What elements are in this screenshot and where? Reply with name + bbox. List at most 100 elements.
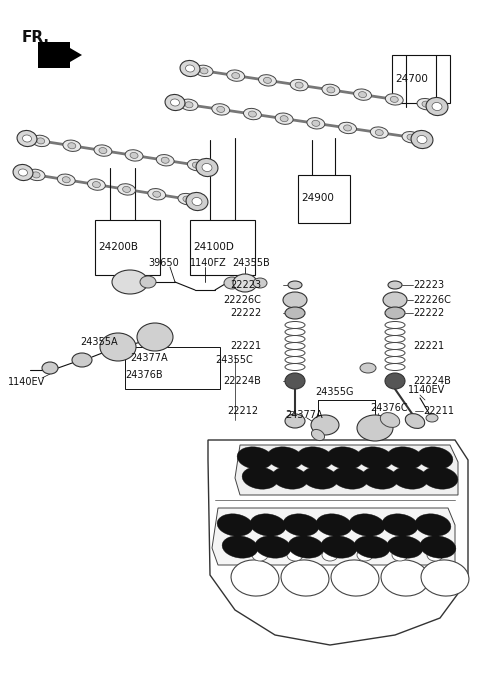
Ellipse shape bbox=[427, 549, 443, 561]
Ellipse shape bbox=[385, 373, 405, 389]
Ellipse shape bbox=[217, 514, 253, 536]
Text: 1140FZ: 1140FZ bbox=[190, 258, 227, 268]
Ellipse shape bbox=[359, 92, 367, 97]
Ellipse shape bbox=[297, 447, 333, 469]
Ellipse shape bbox=[255, 536, 291, 558]
Ellipse shape bbox=[375, 129, 383, 136]
Ellipse shape bbox=[421, 560, 469, 596]
Ellipse shape bbox=[327, 87, 335, 93]
Text: 22222: 22222 bbox=[230, 308, 261, 318]
Ellipse shape bbox=[285, 321, 305, 328]
Ellipse shape bbox=[187, 159, 205, 171]
Ellipse shape bbox=[327, 447, 363, 469]
Ellipse shape bbox=[264, 78, 271, 83]
Ellipse shape bbox=[287, 549, 303, 561]
Ellipse shape bbox=[186, 193, 208, 210]
Text: 22224B: 22224B bbox=[413, 376, 451, 386]
Text: 22226C: 22226C bbox=[413, 295, 451, 305]
Ellipse shape bbox=[285, 373, 305, 389]
Ellipse shape bbox=[180, 99, 198, 110]
Ellipse shape bbox=[312, 121, 320, 127]
Ellipse shape bbox=[32, 172, 40, 178]
Ellipse shape bbox=[390, 97, 398, 102]
Polygon shape bbox=[208, 440, 468, 645]
Ellipse shape bbox=[13, 164, 33, 180]
Ellipse shape bbox=[392, 549, 408, 561]
Ellipse shape bbox=[249, 111, 256, 117]
Ellipse shape bbox=[285, 356, 305, 364]
Ellipse shape bbox=[99, 148, 107, 154]
Ellipse shape bbox=[36, 138, 45, 144]
Text: 24355G: 24355G bbox=[315, 387, 353, 397]
Ellipse shape bbox=[426, 97, 448, 116]
Ellipse shape bbox=[183, 196, 191, 202]
Ellipse shape bbox=[417, 136, 427, 144]
Ellipse shape bbox=[383, 292, 407, 308]
Text: 24377A: 24377A bbox=[130, 353, 168, 363]
Ellipse shape bbox=[420, 536, 456, 558]
Ellipse shape bbox=[422, 466, 458, 489]
Ellipse shape bbox=[195, 65, 213, 76]
Ellipse shape bbox=[233, 274, 257, 292]
Ellipse shape bbox=[62, 176, 70, 183]
Ellipse shape bbox=[354, 536, 390, 558]
Ellipse shape bbox=[432, 102, 442, 110]
Ellipse shape bbox=[125, 150, 143, 161]
Text: 24376C: 24376C bbox=[370, 403, 408, 413]
Ellipse shape bbox=[357, 447, 393, 469]
Ellipse shape bbox=[338, 123, 357, 133]
Ellipse shape bbox=[17, 131, 37, 146]
Ellipse shape bbox=[415, 514, 451, 536]
Ellipse shape bbox=[275, 113, 293, 125]
Ellipse shape bbox=[285, 349, 305, 356]
Ellipse shape bbox=[322, 84, 340, 95]
Ellipse shape bbox=[283, 514, 319, 536]
Text: 22221: 22221 bbox=[230, 341, 261, 351]
Text: 24355B: 24355B bbox=[232, 258, 270, 268]
Ellipse shape bbox=[422, 101, 430, 107]
Ellipse shape bbox=[285, 414, 305, 428]
Ellipse shape bbox=[344, 125, 351, 131]
Text: 24700: 24700 bbox=[395, 74, 428, 84]
Ellipse shape bbox=[192, 162, 200, 168]
Ellipse shape bbox=[272, 466, 308, 489]
Ellipse shape bbox=[112, 270, 148, 294]
Ellipse shape bbox=[288, 281, 302, 289]
Ellipse shape bbox=[387, 447, 423, 469]
Ellipse shape bbox=[385, 364, 405, 370]
Ellipse shape bbox=[285, 328, 305, 336]
Ellipse shape bbox=[285, 364, 305, 370]
Ellipse shape bbox=[156, 155, 174, 166]
Text: 24200B: 24200B bbox=[98, 242, 138, 252]
Ellipse shape bbox=[290, 80, 308, 91]
Ellipse shape bbox=[387, 536, 423, 558]
Ellipse shape bbox=[417, 99, 435, 110]
Ellipse shape bbox=[192, 197, 202, 206]
Ellipse shape bbox=[285, 336, 305, 343]
Ellipse shape bbox=[200, 68, 208, 74]
Ellipse shape bbox=[405, 413, 425, 428]
Bar bbox=[190, 220, 255, 275]
Ellipse shape bbox=[212, 104, 229, 115]
Ellipse shape bbox=[385, 94, 403, 105]
Ellipse shape bbox=[94, 145, 112, 156]
Ellipse shape bbox=[381, 560, 429, 596]
Text: 24376B: 24376B bbox=[125, 370, 163, 380]
Ellipse shape bbox=[288, 536, 324, 558]
Ellipse shape bbox=[250, 514, 286, 536]
Text: 22226C: 22226C bbox=[223, 295, 261, 305]
Ellipse shape bbox=[385, 343, 405, 349]
Ellipse shape bbox=[72, 353, 92, 367]
Ellipse shape bbox=[137, 323, 173, 351]
Ellipse shape bbox=[178, 193, 196, 205]
Ellipse shape bbox=[362, 466, 398, 489]
Text: 24355C: 24355C bbox=[215, 355, 253, 365]
Bar bbox=[125, 347, 220, 389]
Ellipse shape bbox=[281, 560, 329, 596]
Text: 22211: 22211 bbox=[423, 406, 454, 416]
Ellipse shape bbox=[19, 169, 27, 176]
Ellipse shape bbox=[322, 549, 338, 561]
Text: 22222: 22222 bbox=[413, 308, 444, 318]
Ellipse shape bbox=[321, 536, 357, 558]
Ellipse shape bbox=[253, 278, 267, 288]
